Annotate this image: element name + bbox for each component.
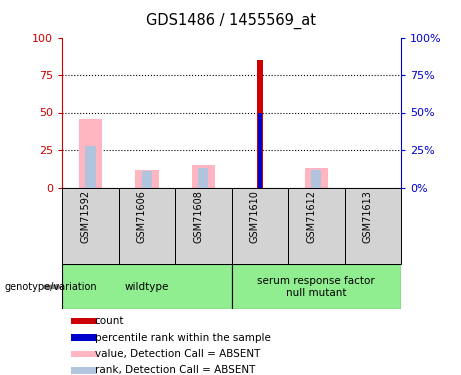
Text: GDS1486 / 1455569_at: GDS1486 / 1455569_at	[146, 13, 315, 29]
Text: genotype/variation: genotype/variation	[5, 282, 97, 292]
Bar	[118, 188, 175, 264]
Text: value, Detection Call = ABSENT: value, Detection Call = ABSENT	[95, 349, 260, 359]
Text: GSM71592: GSM71592	[81, 190, 90, 243]
Bar	[71, 351, 97, 357]
Text: percentile rank within the sample: percentile rank within the sample	[95, 333, 271, 343]
Text: count: count	[95, 316, 124, 326]
Bar	[85, 146, 95, 188]
Bar	[71, 334, 97, 341]
Bar	[71, 367, 97, 374]
Bar	[288, 188, 344, 264]
Text: GSM71610: GSM71610	[250, 190, 260, 243]
Bar	[135, 170, 159, 188]
Text: GSM71606: GSM71606	[137, 190, 147, 243]
Bar	[142, 171, 152, 188]
Bar	[175, 188, 231, 264]
Bar	[62, 188, 118, 264]
Bar	[344, 188, 401, 264]
Bar	[231, 264, 401, 309]
Bar	[192, 165, 215, 188]
Text: rank, Detection Call = ABSENT: rank, Detection Call = ABSENT	[95, 365, 255, 375]
Bar	[258, 112, 262, 188]
Text: wildtype: wildtype	[125, 282, 169, 292]
Bar	[79, 118, 102, 188]
Bar	[231, 188, 288, 264]
Text: GSM71613: GSM71613	[363, 190, 373, 243]
Bar	[305, 168, 328, 188]
Bar	[311, 170, 321, 188]
Bar	[198, 168, 208, 188]
Text: serum response factor
null mutant: serum response factor null mutant	[258, 276, 375, 298]
Bar	[62, 264, 231, 309]
Text: GSM71608: GSM71608	[194, 190, 203, 243]
Text: GSM71612: GSM71612	[307, 190, 316, 243]
Bar	[71, 318, 97, 324]
Bar	[256, 60, 263, 188]
